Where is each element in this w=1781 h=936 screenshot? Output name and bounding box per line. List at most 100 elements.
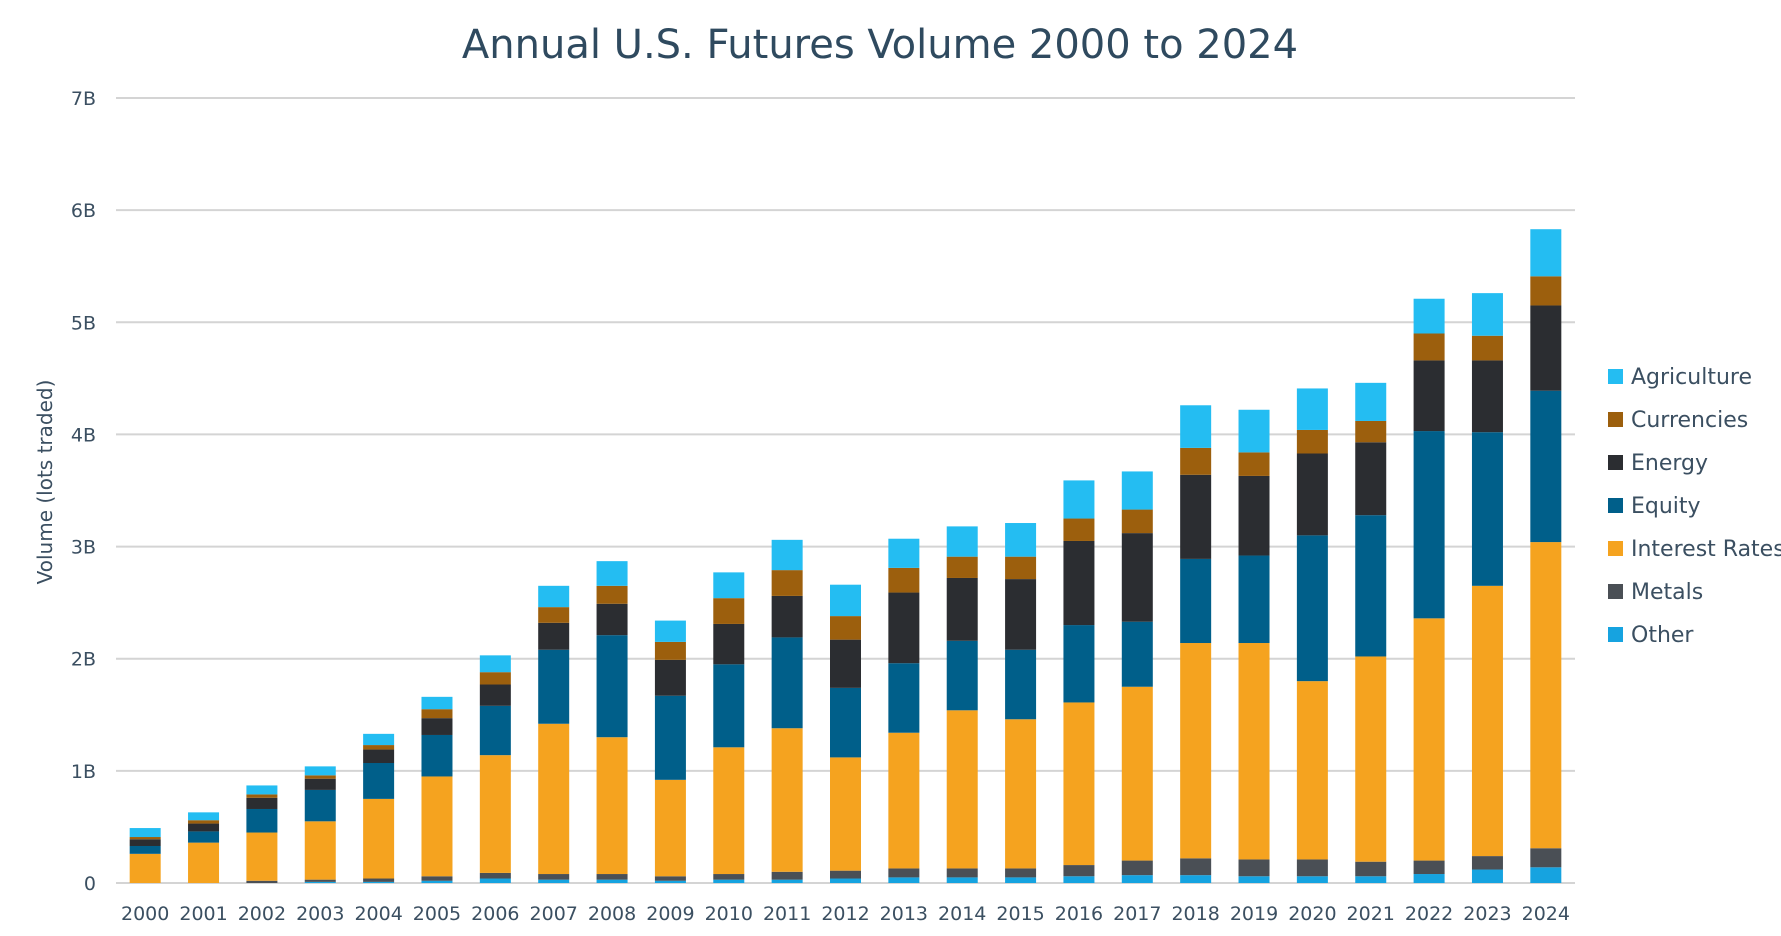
bar-currencies-2020 [1296, 429, 1328, 454]
bar-equity-2007 [538, 649, 570, 724]
x-tick-label: 2003 [296, 903, 344, 925]
x-tick-label: 2008 [588, 903, 636, 925]
bar-interest-rates-2021 [1355, 656, 1387, 862]
bar-metals-2018 [1180, 858, 1212, 876]
bar-interest-rates-2000 [129, 853, 161, 883]
bar-metals-2006 [479, 872, 511, 879]
bar-metals-2013 [888, 868, 920, 878]
bar-equity-2003 [304, 789, 336, 822]
bar-equity-2021 [1355, 515, 1387, 657]
bar-interest-rates-2009 [654, 779, 686, 877]
bar-equity-2010 [713, 664, 745, 748]
bars [129, 229, 1562, 883]
bar-agriculture-2006 [479, 655, 511, 673]
bar-other-2013 [888, 877, 920, 883]
x-tick-label: 2009 [646, 903, 694, 925]
bar-interest-rates-2024 [1530, 542, 1562, 849]
x-tick-label: 2020 [1288, 903, 1336, 925]
x-tick-label: 2011 [763, 903, 811, 925]
bar-interest-rates-2020 [1296, 681, 1328, 860]
bar-other-2023 [1471, 869, 1503, 883]
x-axis-ticks: 2000 2001 2002 2003 2004 2005 2006 2007 2008 2009… [121, 903, 1570, 925]
bar-interest-rates-2018 [1180, 643, 1212, 859]
bar-interest-rates-2017 [1121, 686, 1153, 861]
bar-metals-2022 [1413, 860, 1445, 875]
bar-currencies-2001 [188, 820, 220, 824]
legend-swatch [1608, 584, 1623, 599]
bar-currencies-2006 [479, 672, 511, 685]
legend: Agriculture Currencies Energy Equity Interes… [1608, 365, 1781, 648]
bar-energy-2013 [888, 592, 920, 664]
bar-other-2012 [830, 878, 861, 883]
bar-interest-rates-2003 [304, 821, 336, 880]
bar-other-2017 [1121, 875, 1153, 883]
x-tick-label: 2021 [1347, 903, 1395, 925]
bar-agriculture-2000 [129, 828, 161, 838]
bar-agriculture-2024 [1530, 229, 1562, 277]
bar-equity-2024 [1530, 390, 1562, 543]
y-tick-label: 3B [71, 537, 96, 559]
bar-energy-2000 [129, 839, 161, 846]
bar-agriculture-2022 [1413, 298, 1445, 334]
bar-metals-2024 [1530, 848, 1562, 868]
bar-equity-2001 [188, 831, 220, 843]
bar-agriculture-2014 [946, 526, 978, 557]
bar-currencies-2014 [946, 556, 978, 578]
bar-energy-2020 [1296, 453, 1328, 536]
bar-interest-rates-2010 [713, 747, 745, 875]
bar-interest-rates-2001 [188, 842, 220, 883]
bar-metals-2014 [946, 868, 978, 878]
bar-energy-2023 [1471, 360, 1503, 433]
bar-agriculture-2002 [246, 785, 278, 795]
bar-currencies-2000 [129, 837, 161, 840]
bar-currencies-2003 [304, 775, 336, 779]
bar-other-2014 [946, 877, 978, 883]
bar-interest-rates-2005 [421, 776, 453, 877]
legend-item-energy: Energy [1608, 451, 1708, 476]
legend-label: Agriculture [1631, 365, 1752, 390]
bar-agriculture-2018 [1180, 405, 1212, 448]
bar-interest-rates-2008 [596, 737, 628, 875]
bar-other-2018 [1180, 875, 1212, 883]
bar-equity-2002 [246, 808, 278, 833]
bar-interest-rates-2023 [1471, 585, 1503, 857]
bar-agriculture-2004 [363, 733, 395, 746]
bar-equity-2014 [946, 640, 978, 711]
bar-other-2022 [1413, 874, 1445, 883]
bar-other-2024 [1530, 867, 1562, 883]
bar-metals-2015 [1005, 868, 1037, 878]
legend-swatch [1608, 455, 1623, 470]
bar-metals-2002 [246, 880, 278, 883]
y-axis-ticks: 0 1B 2B 3B 4B 5B 6B 7B [71, 88, 96, 895]
bar-equity-2000 [129, 845, 161, 854]
y-tick-label: 0 [84, 873, 96, 895]
bar-currencies-2005 [421, 709, 453, 719]
bar-currencies-2021 [1355, 420, 1387, 443]
x-tick-label: 2024 [1522, 903, 1570, 925]
bar-energy-2009 [654, 659, 686, 696]
legend-item-other: Other [1608, 623, 1694, 648]
bar-currencies-2023 [1471, 335, 1503, 361]
bar-interest-rates-2006 [479, 755, 511, 873]
bar-agriculture-2019 [1238, 409, 1270, 453]
bar-equity-2020 [1296, 535, 1328, 682]
bar-metals-2023 [1471, 856, 1503, 870]
bar-energy-2010 [713, 623, 745, 665]
legend-swatch [1608, 369, 1623, 384]
x-tick-label: 2015 [996, 903, 1044, 925]
y-tick-label: 1B [71, 761, 96, 783]
bar-equity-2023 [1471, 432, 1503, 586]
legend-label: Energy [1631, 451, 1708, 476]
bar-equity-2009 [654, 695, 686, 780]
bar-interest-rates-2013 [888, 732, 920, 869]
bar-equity-2011 [771, 637, 803, 729]
bar-interest-rates-2007 [538, 723, 570, 875]
bar-agriculture-2001 [188, 812, 220, 821]
bar-currencies-2019 [1238, 452, 1270, 476]
bar-metals-2012 [830, 870, 861, 879]
bar-currencies-2018 [1180, 447, 1212, 475]
bar-currencies-2015 [1005, 556, 1037, 580]
x-tick-label: 2004 [354, 903, 402, 925]
x-tick-label: 2013 [880, 903, 928, 925]
bar-energy-2008 [596, 603, 628, 636]
